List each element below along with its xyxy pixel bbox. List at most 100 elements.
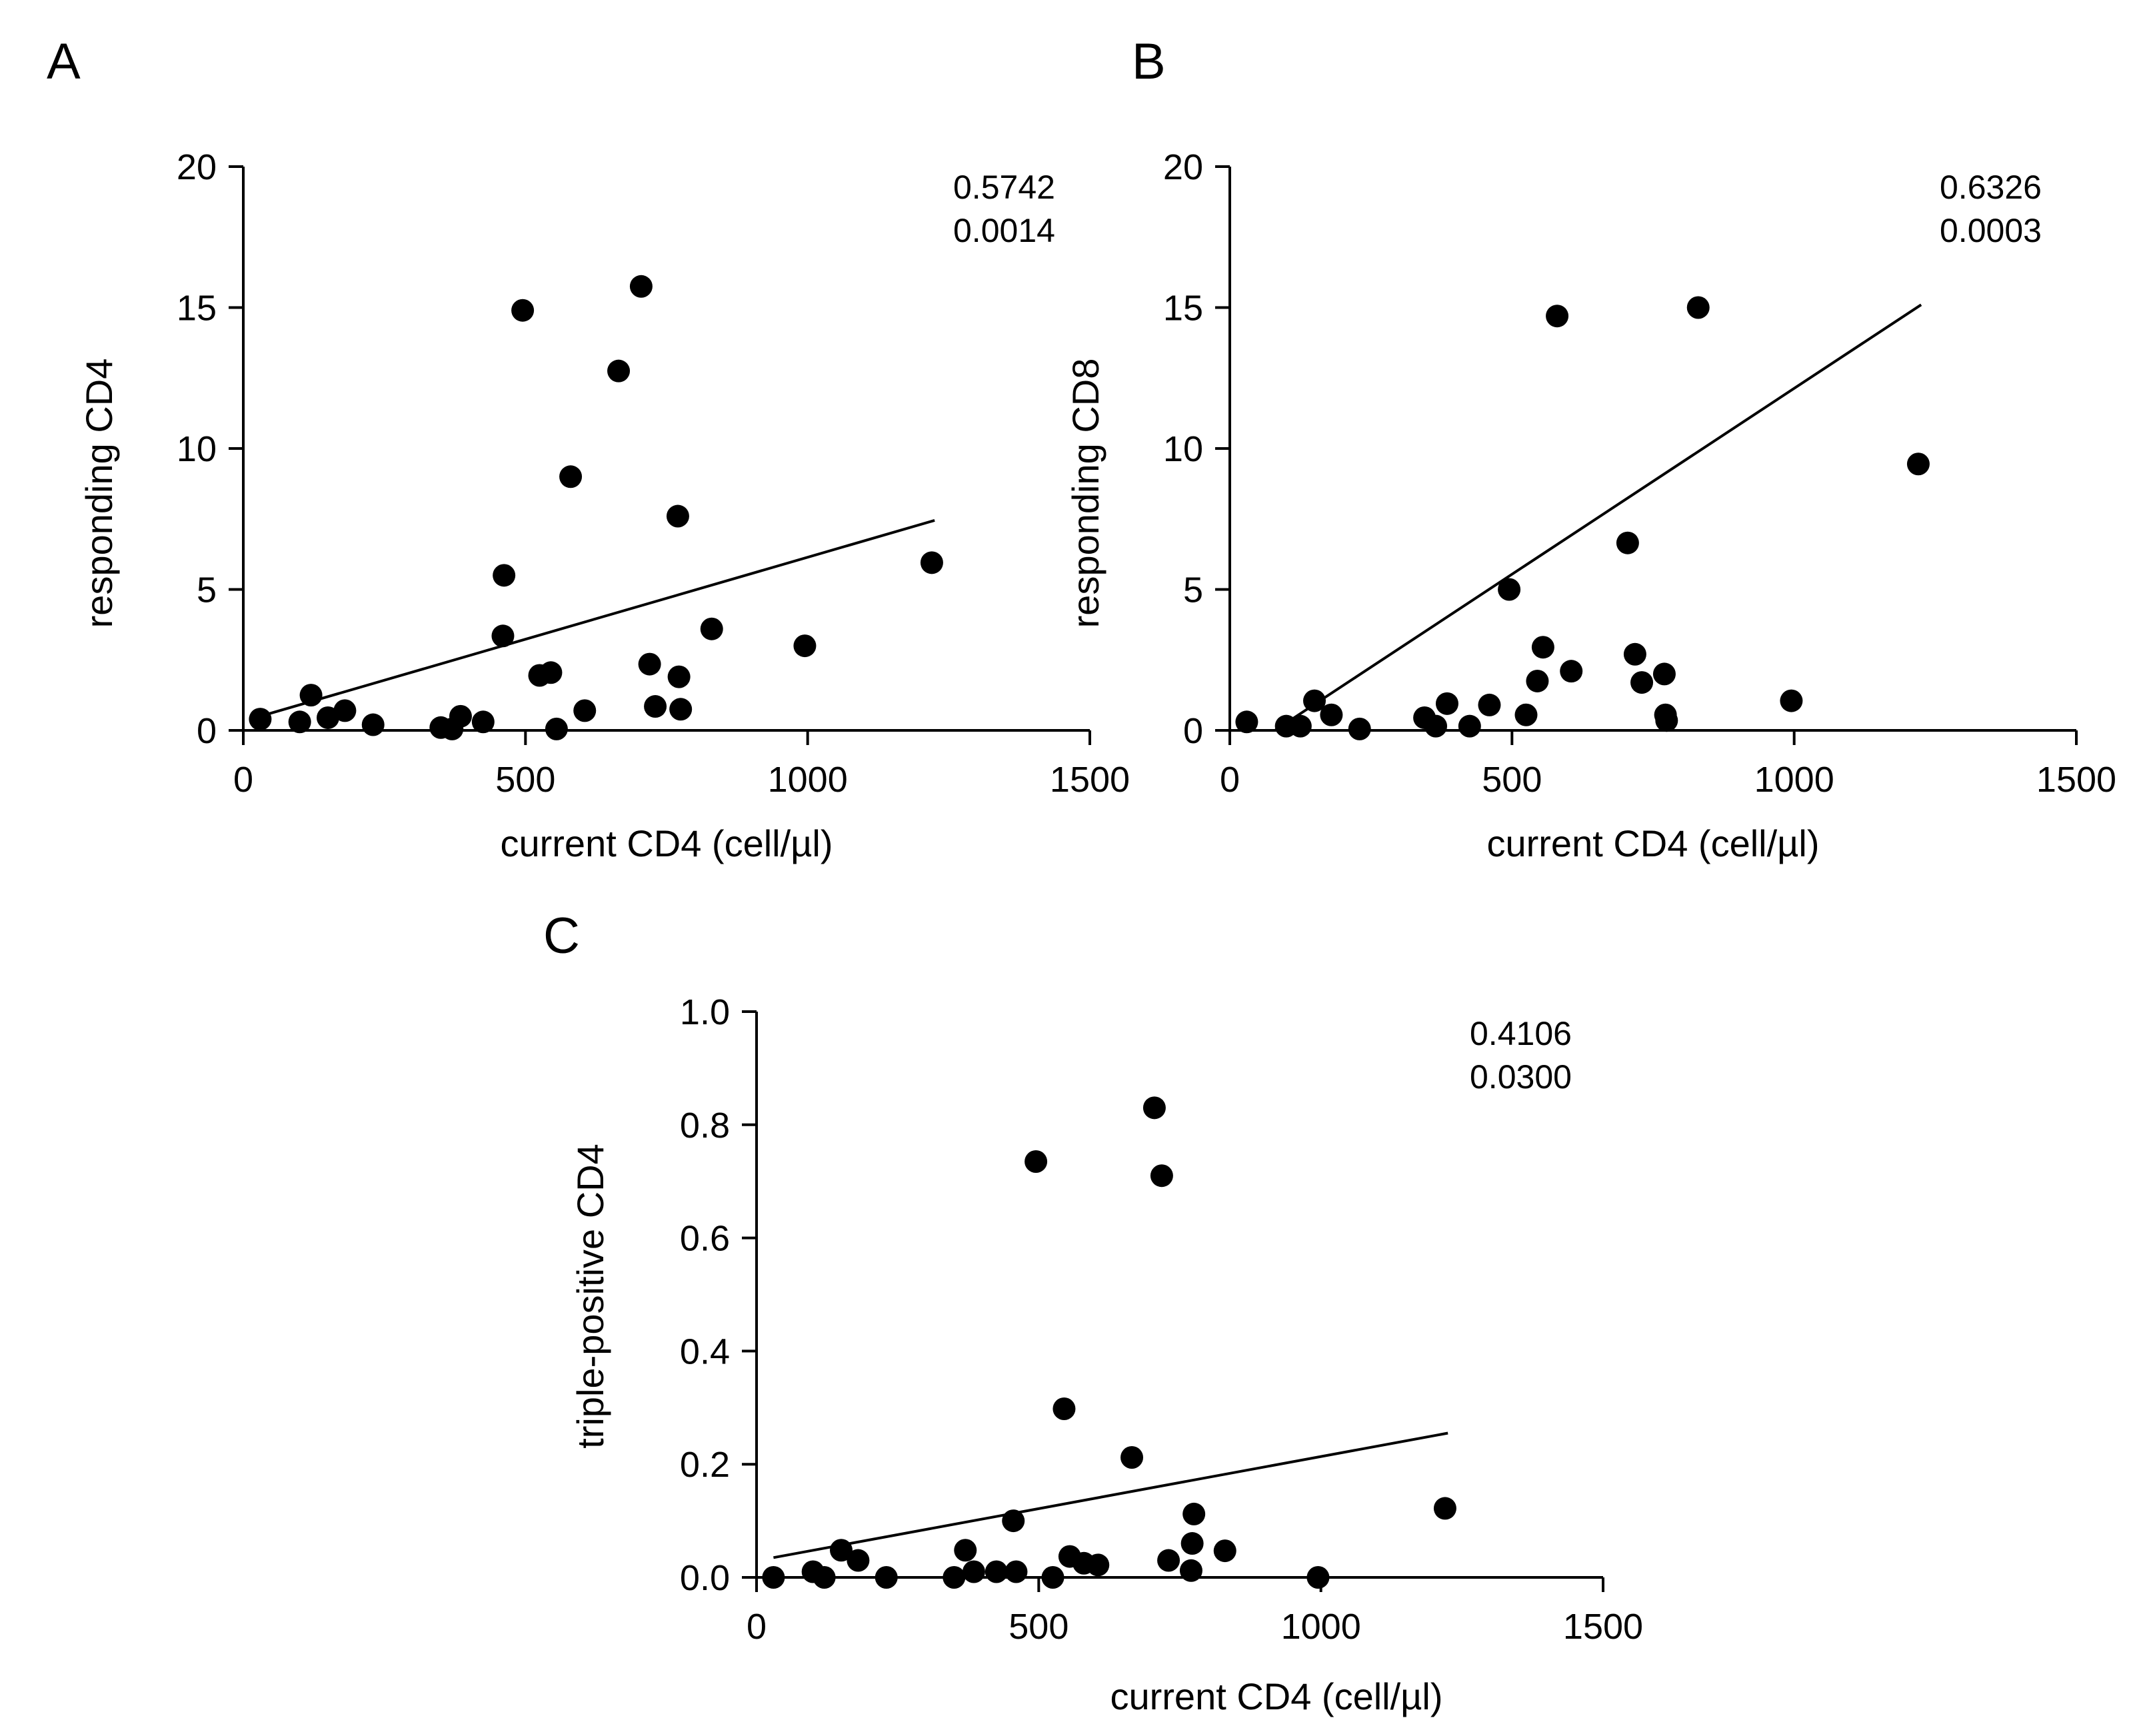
data-point [1514,703,1538,726]
data-point [1526,669,1549,692]
y-tick-label: 15 [177,289,217,329]
data-point [1630,671,1654,694]
data-point [1306,1566,1330,1589]
data-point [1182,1502,1206,1525]
data-point [1531,636,1554,659]
data-point [793,634,817,658]
data-point [361,713,385,736]
x-tick-label: 1000 [1281,1607,1361,1647]
data-point [1546,305,1569,328]
data-point [954,1539,977,1562]
data-point [1320,703,1343,726]
data-point [1303,689,1326,712]
data-point [962,1560,985,1583]
data-point [288,710,311,734]
x-tick-label: 1000 [1754,760,1834,800]
data-point [249,708,272,731]
data-point [1025,1150,1048,1173]
data-point [559,465,583,488]
data-point [813,1566,836,1589]
x-tick-label: 500 [1482,760,1542,800]
data-point [644,695,667,718]
stat-r-value: 0.4106 [1470,1015,1572,1052]
data-point [1498,578,1521,601]
panel-a: A current CD4 (cell/µl) responding CD4 0… [47,33,1130,864]
y-axis-title: responding CD8 [1065,359,1106,628]
y-axis-title: triple-positive CD4 [569,1144,611,1449]
x-tick-label: 1500 [1050,760,1130,800]
data-point [1288,714,1312,738]
data-point [317,706,339,729]
data-point [1616,531,1639,554]
stat-p-value: 0.0300 [1470,1058,1572,1096]
y-tick-label: 0.8 [680,1106,730,1146]
panel-c: C current CD4 (cell/µl) triple-positive … [543,908,1643,1717]
x-tick-label: 500 [495,760,555,800]
x-axis-title: current CD4 (cell/µl) [500,822,833,864]
data-point [1906,452,1930,476]
y-tick-label: 20 [177,147,217,187]
data-point [1780,689,1803,712]
data-point [1560,660,1583,683]
y-tick-label: 15 [1163,289,1203,329]
y-tick-label: 5 [1183,570,1203,610]
x-tick-label: 0 [233,760,253,800]
panel-b: B current CD4 (cell/µl) responding CD8 0… [1065,33,2116,864]
y-tick-label: 0.0 [680,1558,730,1598]
data-point [666,504,689,528]
x-tick-label: 500 [1009,1607,1068,1647]
data-point [1478,693,1501,716]
x-axis-title: current CD4 (cell/µl) [1110,1675,1442,1717]
data-point [1002,1509,1025,1533]
data-point [1424,714,1448,738]
data-point [1179,1559,1202,1582]
data-point [943,1566,966,1589]
data-point [985,1560,1008,1583]
data-point [491,624,515,648]
data-point [607,359,631,383]
x-tick-label: 0 [1220,760,1240,800]
data-point [1150,1164,1173,1188]
x-axis-title: current CD4 (cell/µl) [1486,822,1819,864]
stat-r-value: 0.5742 [953,169,1055,206]
data-point [1348,717,1371,740]
y-axis-title: responding CD4 [78,359,120,628]
y-tick-label: 5 [197,570,217,610]
data-point [1235,710,1258,734]
x-tick-label: 1500 [1563,1607,1643,1647]
data-point [1623,642,1646,666]
y-tick-label: 0.6 [680,1219,730,1259]
data-point [1458,714,1481,738]
data-point [762,1566,785,1589]
data-point [511,299,535,322]
data-point [1435,692,1458,715]
data-point [471,710,495,734]
data-point [629,275,653,298]
y-tick-label: 0 [197,711,217,751]
data-point [638,652,661,676]
stat-r-value: 0.6326 [1940,169,2042,206]
data-point [875,1566,898,1589]
y-tick-label: 10 [177,429,217,469]
y-tick-label: 0 [1183,711,1203,751]
regression-line [259,518,935,718]
data-point [1086,1553,1110,1577]
data-point [1120,1446,1144,1469]
data-point [1157,1549,1180,1572]
data-point [1053,1397,1076,1420]
regression-line [1274,303,1922,732]
x-tick-label: 1000 [768,760,848,800]
data-point [1686,296,1710,319]
x-tick-label: 0 [747,1607,767,1647]
data-point [700,617,723,640]
data-point [847,1549,870,1572]
data-point [1433,1497,1456,1520]
data-point [449,704,472,728]
data-point [299,684,323,707]
stat-p-value: 0.0014 [953,212,1055,249]
data-point [1005,1560,1028,1583]
data-point [920,551,943,574]
data-point [1652,662,1676,686]
x-tick-label: 1500 [2036,760,2116,800]
y-tick-label: 10 [1163,429,1203,469]
